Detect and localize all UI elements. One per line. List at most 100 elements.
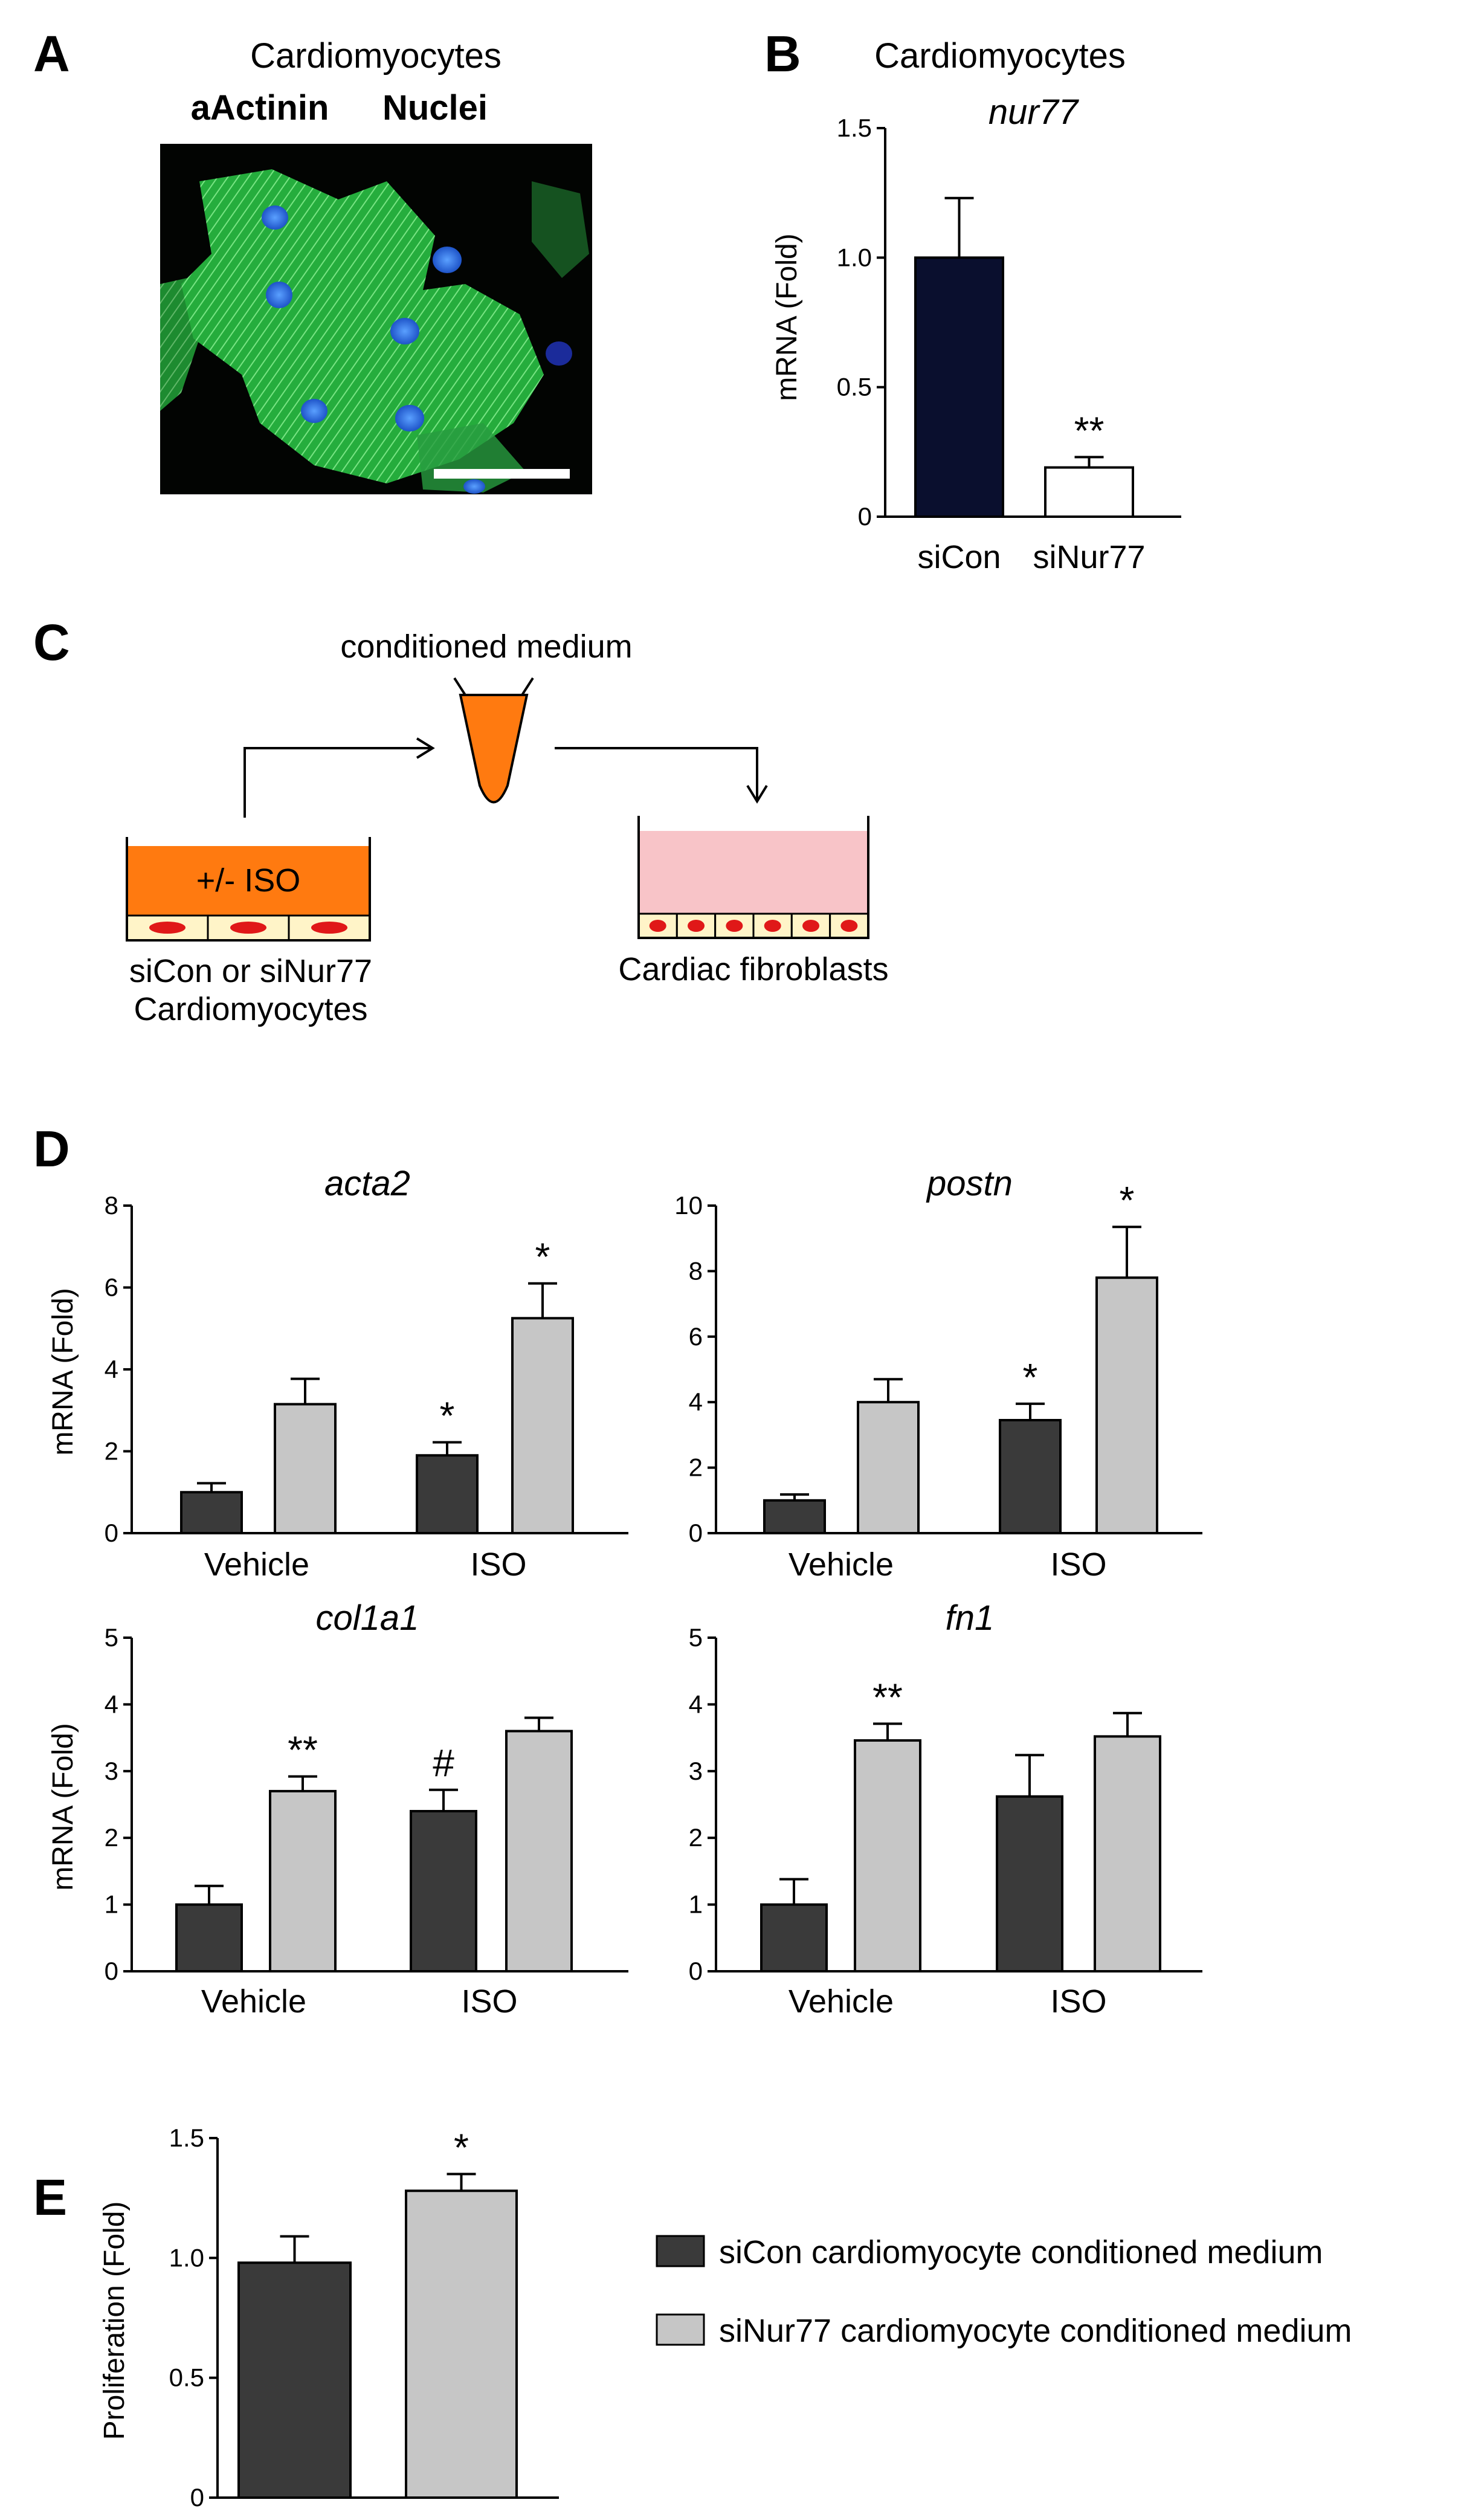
bar — [505, 1730, 573, 1973]
bar — [763, 1499, 826, 1535]
legend-swatch-sinur77 — [656, 2313, 705, 2346]
bar — [854, 1739, 921, 1973]
y-tick-label: 2 — [105, 1823, 118, 1852]
bar — [999, 1419, 1062, 1535]
bar — [1095, 1276, 1158, 1534]
y-tick-label: 2 — [689, 1453, 703, 1482]
x-category-label: Vehicle — [201, 1983, 306, 2020]
x-category-label: Vehicle — [789, 1983, 894, 2020]
y-tick-label: 1.0 — [169, 2243, 204, 2272]
bar — [180, 1491, 243, 1534]
schematic: C conditioned medium +/- ISO siCon or si… — [33, 614, 889, 1027]
chart-title: fn1 — [946, 1598, 995, 1638]
bar — [1094, 1735, 1161, 1973]
arrow-to-fibroblasts — [555, 747, 758, 800]
chart-b: B Cardiomyocytes nur77 mRNA (Fold) 0 0.5 1.0 1.… — [764, 25, 1181, 575]
chart-title: Cardiomyocytes — [874, 36, 1126, 76]
x-category-label: ISO — [1050, 1983, 1106, 2020]
legend: siCon cardiomyocyte conditioned medium s… — [656, 2234, 1352, 2349]
y-tick-label: 5 — [689, 1623, 703, 1652]
y-tick-label: 1 — [105, 1890, 118, 1919]
fibroblast-nucleus — [840, 920, 858, 932]
y-axis-label: mRNA (Fold) — [47, 1288, 79, 1455]
conditioned-medium-label: conditioned medium — [340, 628, 632, 665]
cardiomyocyte-well: +/- ISO — [126, 837, 371, 942]
y-tick-label: 1.5 — [837, 114, 872, 142]
y-tick-label: 8 — [689, 1256, 703, 1285]
chart-fn1: fn1 0 1 2 3 4 5 ** Vehicle ISO — [689, 1598, 1202, 2020]
fibroblast-nucleus — [688, 920, 705, 932]
x-category-label: siCon — [917, 539, 1001, 575]
y-tick-label: 0 — [858, 502, 872, 531]
chart-title: acta2 — [324, 1164, 410, 1203]
y-axis-label: mRNA (Fold) — [771, 233, 803, 401]
y-axis-label: Proliferation (Fold) — [98, 2202, 131, 2440]
fibroblast-nucleus — [802, 920, 820, 932]
x-category-label: ISO — [470, 1546, 526, 1583]
y-tick-label: 2 — [105, 1437, 118, 1465]
nuclei — [262, 205, 572, 494]
y-tick-label: 0 — [689, 1957, 703, 1985]
panel-letter-e: E — [33, 2169, 67, 2226]
y-tick-label: 6 — [105, 1273, 118, 1302]
y-tick-label: 3 — [689, 1757, 703, 1785]
y-tick-label: 4 — [689, 1388, 703, 1416]
significance-marker: # — [433, 1742, 454, 1785]
conical-tube — [459, 694, 529, 804]
y-tick-label: 0 — [105, 1957, 118, 1985]
right-well-medium — [639, 831, 868, 914]
y-tick-label: 1.0 — [837, 243, 872, 271]
fibroblast-nucleus — [764, 920, 781, 932]
significance-marker: * — [1023, 1355, 1038, 1399]
x-category-label: siNur77 — [1033, 539, 1145, 575]
bar — [416, 1454, 479, 1534]
y-tick-label: 0.5 — [169, 2363, 204, 2392]
chart-proliferation: Proliferation (Fold) 0 0.5 1.0 1.5 * — [98, 2124, 559, 2512]
panel-letter-b: B — [764, 25, 801, 82]
right-caption: Cardiac fibroblasts — [618, 951, 888, 987]
x-category-label: ISO — [1050, 1546, 1106, 1583]
y-axis-label: mRNA (Fold) — [47, 1723, 79, 1890]
chart-acta2: acta2 mRNA (Fold) 0 2 4 6 8 * * Vehicle ISO — [47, 1164, 628, 1583]
y-tick-label: 3 — [105, 1757, 118, 1785]
panel-letter-c: C — [33, 614, 70, 671]
y-tick-label: 4 — [105, 1355, 118, 1383]
significance-marker: * — [454, 2126, 469, 2169]
y-tick-label: 4 — [689, 1690, 703, 1718]
bar — [274, 1403, 337, 1534]
fibroblast-well — [637, 816, 869, 939]
y-tick-label: 1.5 — [169, 2124, 204, 2152]
bar — [996, 1795, 1063, 1972]
left-caption-line1: siCon or siNur77 — [129, 953, 372, 989]
arrow-to-tube-head — [416, 737, 435, 759]
panel-letter-a: A — [33, 25, 70, 82]
y-tick-label: 5 — [105, 1623, 118, 1652]
bar — [410, 1810, 477, 1973]
stain-blue-label: Nuclei — [382, 88, 488, 128]
chart-postn: postn 0 2 4 6 8 10 * * Vehicle ISO — [674, 1164, 1202, 1583]
legend-swatch-sicon — [656, 2235, 705, 2267]
significance-marker: ** — [872, 1675, 903, 1719]
legend-label-sinur77: siNur77 cardiomyocyte conditioned medium — [719, 2313, 1352, 2349]
x-category-label: ISO — [461, 1983, 517, 2020]
significance-marker: ** — [288, 1728, 318, 1772]
significance-marker: * — [1120, 1178, 1135, 1222]
stain-green-label: aActinin — [191, 88, 329, 128]
bar — [405, 2189, 518, 2499]
bar — [1044, 466, 1134, 519]
y-tick-label: 0.5 — [837, 373, 872, 401]
chart-title: col1a1 — [316, 1598, 419, 1638]
fibroblast-nucleus — [649, 920, 666, 932]
left-well-medium — [127, 846, 370, 916]
y-tick-label: 0 — [105, 1519, 118, 1547]
y-tick-label: 10 — [674, 1191, 703, 1220]
bar — [269, 1789, 337, 1972]
bar — [175, 1903, 243, 1973]
significance-marker: * — [535, 1235, 550, 1279]
micrograph — [160, 144, 592, 494]
fibroblast-nucleus — [726, 920, 743, 932]
bar — [857, 1401, 920, 1534]
panel-letter-d: D — [33, 1120, 70, 1177]
